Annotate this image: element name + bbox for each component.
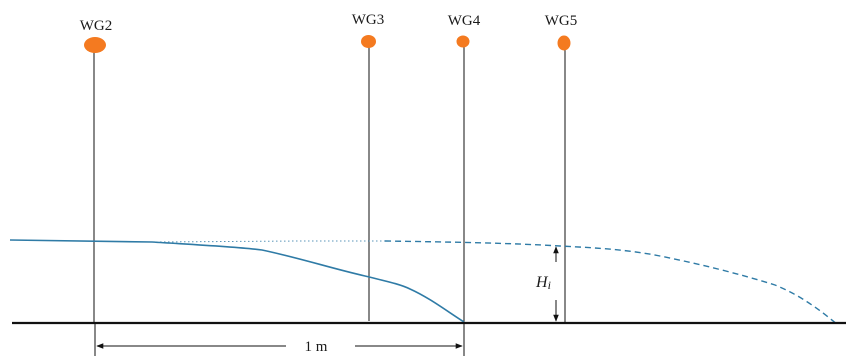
height-symbol: H bbox=[535, 274, 549, 291]
height-subscript: i bbox=[548, 278, 551, 292]
water-surface-dotted bbox=[151, 240, 385, 243]
distance-dimension: 1 m bbox=[94, 323, 465, 356]
sensor-dot-wg5 bbox=[557, 35, 571, 51]
sensor-dot-wg4 bbox=[456, 35, 470, 48]
water-surface-solid bbox=[9, 239, 465, 323]
gauge-label-wg3: WG3 bbox=[352, 12, 385, 28]
gauge-wg4: WG4 bbox=[448, 13, 481, 322]
gauge-wg5: WG5 bbox=[545, 13, 578, 323]
height-label: Hi bbox=[535, 274, 551, 292]
gauge-label-wg5: WG5 bbox=[545, 13, 578, 29]
gauge-wg2: WG2 bbox=[80, 18, 113, 322]
gauge-label-wg4: WG4 bbox=[448, 13, 481, 29]
gauge-wg3: WG3 bbox=[352, 12, 385, 321]
gauge-label-wg2: WG2 bbox=[80, 18, 113, 34]
dimension-label: 1 m bbox=[305, 339, 328, 355]
sensor-dot-wg3 bbox=[361, 35, 376, 48]
wave-height-marker: Hi bbox=[535, 246, 559, 322]
sensor-dot-wg2 bbox=[84, 37, 106, 53]
water-surface-dashed bbox=[384, 240, 839, 326]
